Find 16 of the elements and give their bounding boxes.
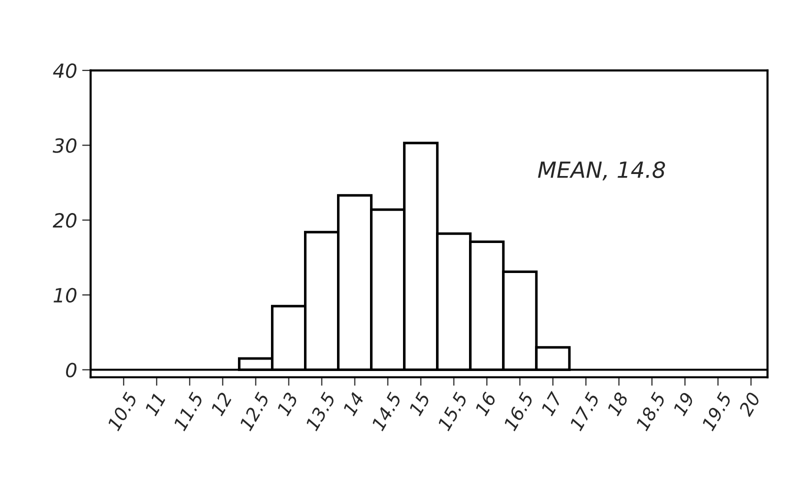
x-tick-label: 16 — [474, 391, 497, 417]
x-tick-label: 17 — [540, 390, 563, 416]
y-tick-label: 30 — [52, 138, 76, 153]
y-tick-label: 10 — [54, 288, 76, 303]
x-tick-label: 14 — [342, 392, 364, 416]
x-tick-label: 15 — [408, 392, 431, 417]
y-tick-label: 40 — [53, 63, 76, 78]
x-tick-label: 12 — [210, 392, 232, 416]
x-tick-label: 19 — [672, 392, 695, 417]
x-tick-label: 18 — [606, 391, 629, 417]
y-tick-label: 0 — [66, 362, 76, 378]
x-tick-label: 20 — [738, 391, 761, 418]
x-tick-label: 11 — [144, 393, 166, 416]
annotation: MEAN, 14.8 — [538, 161, 666, 180]
y-tick-label: 20 — [52, 213, 76, 228]
x-tick-label: 13 — [276, 392, 298, 417]
